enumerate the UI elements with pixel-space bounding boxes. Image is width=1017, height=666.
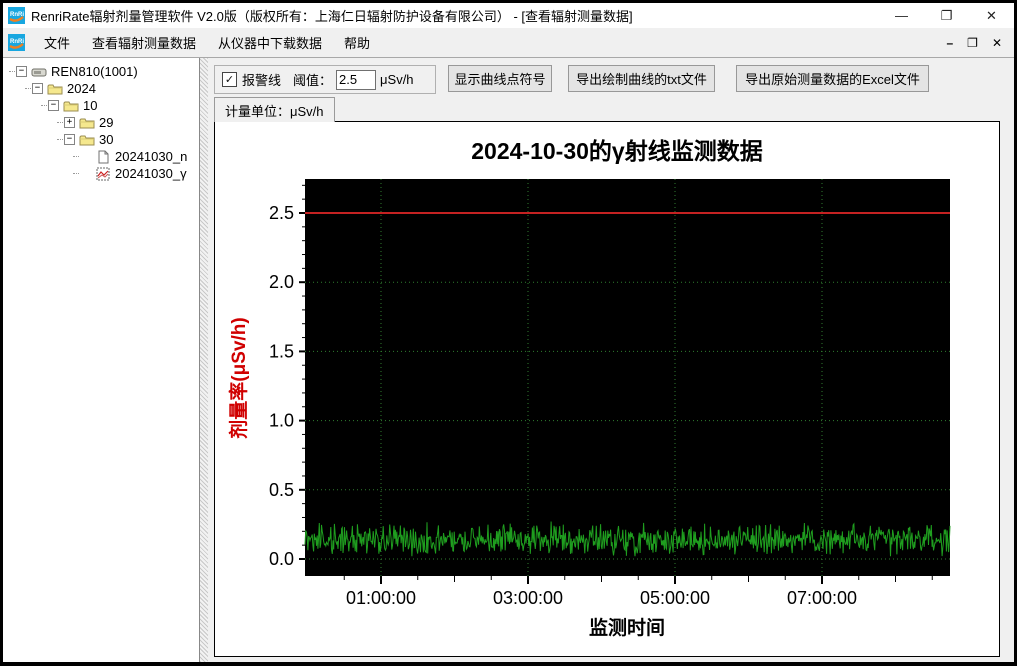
tree-item-label: 20241030_γ <box>115 166 187 181</box>
app-logo-icon: RnRi <box>8 7 25 24</box>
tree-item-label: 20241030_n <box>115 149 188 164</box>
tree-item-file-20241030-n[interactable]: 20241030_n <box>3 148 199 165</box>
tree-item-label: 2024 <box>67 81 96 96</box>
close-button[interactable]: ✕ <box>986 7 997 23</box>
unit-tab[interactable]: 计量单位：μSv/h <box>214 97 335 122</box>
minimize-button[interactable]: — <box>895 8 908 23</box>
tree-connector <box>25 88 31 89</box>
device-tree-panel: − REN810(1001) −2024−10 +29−30 20241030_n 202… <box>3 58 200 662</box>
export-txt-button[interactable]: 导出绘制曲线的txt文件 <box>568 65 715 92</box>
menu-item-help[interactable]: 帮助 <box>344 36 371 51</box>
threshold-unit-label: μSv/h <box>380 72 414 87</box>
show-curve-points-button[interactable]: 显示曲线点符号 <box>448 65 552 92</box>
threshold-label: 阈值： <box>293 73 333 88</box>
mdi-document-icon: RnRi <box>8 34 25 51</box>
doc-icon <box>95 150 111 164</box>
tree-item-file-20241030-g[interactable]: 20241030_γ <box>3 165 199 182</box>
tree-connector <box>57 139 63 140</box>
tree-expander-minus-icon[interactable]: − <box>16 66 27 77</box>
y-tick-label: 1.0 <box>269 411 294 431</box>
mdi-minimize-button[interactable]: – <box>946 35 954 50</box>
tree-connector <box>73 173 79 174</box>
content-area: − REN810(1001) −2024−10 +29−30 20241030_n 202… <box>3 58 1014 662</box>
plot-area <box>305 179 950 576</box>
tree-expander-minus-icon[interactable]: − <box>48 100 59 111</box>
tree-connector <box>57 122 63 123</box>
chart-panel: 0.0 0.5 1.0 1.5 2.0 2.5 01:00:00 03:00:00 05:00:… <box>214 121 1000 657</box>
menu-items: 文件 查看辐射测量数据 从仪器中下载数据 帮助 <box>33 29 381 56</box>
main-panel: ✓ 报警线 阈值： μSv/h 显示曲线点符号 导出绘制曲线的txt文件 导出原… <box>208 58 1014 662</box>
tree-expander-minus-icon[interactable]: − <box>64 134 75 145</box>
x-tick-label: 05:00:00 <box>640 588 710 608</box>
folder-icon <box>79 116 95 130</box>
window-title: RenriRate辐射剂量管理软件 V2.0版（版权所有：上海仁日辐射防护设备有… <box>31 9 633 24</box>
y-axis-title: 剂量率(μSv/h) <box>227 317 250 438</box>
export-excel-button[interactable]: 导出原始测量数据的Excel文件 <box>736 65 929 92</box>
tree-item-month-10[interactable]: − 10 <box>3 97 199 114</box>
y-tick-label: 1.5 <box>269 341 294 361</box>
title-bar: RnRi RenriRate辐射剂量管理软件 V2.0版（版权所有：上海仁日辐射… <box>3 3 1014 28</box>
folder-icon <box>79 133 95 147</box>
tree-connector <box>41 105 47 106</box>
gamma-monitoring-chart: 0.0 0.5 1.0 1.5 2.0 2.5 01:00:00 03:00:00 05:00:… <box>227 138 951 639</box>
menu-item-download-from-device[interactable]: 从仪器中下载数据 <box>218 36 323 51</box>
mdi-close-button[interactable]: ✕ <box>991 35 1002 50</box>
alarm-line-group: ✓ 报警线 阈值： μSv/h <box>214 65 436 94</box>
x-axis-title: 监测时间 <box>589 616 665 639</box>
y-tick-label: 2.5 <box>269 203 294 223</box>
tree-item-year-2024[interactable]: − 2024 <box>3 80 199 97</box>
tree-item-day-30[interactable]: − 30 <box>3 131 199 148</box>
window-controls: — ❐ ✕ <box>879 3 1014 28</box>
mdi-window-controls: – ❐ ✕ <box>946 37 1014 49</box>
dose-rate-curve <box>304 521 951 557</box>
menu-bar: RnRi 文件 查看辐射测量数据 从仪器中下载数据 帮助 – ❐ ✕ <box>3 28 1014 58</box>
y-tick-label: 0.0 <box>269 549 294 569</box>
tree-expander-minus-icon[interactable]: − <box>32 83 43 94</box>
chart-icon <box>95 167 111 181</box>
folder-icon <box>47 82 63 96</box>
mdi-restore-button[interactable]: ❐ <box>967 35 978 50</box>
svg-text:RnRi: RnRi <box>10 12 24 18</box>
alarm-line-label: 报警线 <box>242 73 282 88</box>
device-icon <box>31 65 47 79</box>
x-tick-label: 03:00:00 <box>493 588 563 608</box>
tree-item-device-REN810[interactable]: − REN810(1001) <box>3 63 199 80</box>
y-tick-label: 0.5 <box>269 480 294 500</box>
tree-item-label: 10 <box>83 98 98 113</box>
tree-item-label: REN810(1001) <box>51 64 138 79</box>
threshold-input[interactable] <box>336 69 377 90</box>
tree-item-label: 29 <box>99 115 114 130</box>
x-tick-label: 01:00:00 <box>346 588 416 608</box>
menu-item-view-measure-data[interactable]: 查看辐射测量数据 <box>92 36 197 51</box>
tree-connector <box>9 71 15 72</box>
splitter-handle[interactable] <box>200 58 208 662</box>
x-tick-label: 07:00:00 <box>787 588 857 608</box>
tree-item-day-29[interactable]: +29 <box>3 114 199 131</box>
chart-title: 2024-10-30的γ射线监测数据 <box>471 138 762 164</box>
maximize-button[interactable]: ❐ <box>940 7 953 23</box>
alarm-line-checkbox[interactable]: ✓ <box>222 72 237 87</box>
tree-expander-plus-icon[interactable]: + <box>64 117 75 128</box>
tree-connector <box>73 156 79 157</box>
menu-item-file[interactable]: 文件 <box>44 36 71 51</box>
folder-icon <box>63 99 79 113</box>
y-tick-label: 2.0 <box>269 272 294 292</box>
tree-item-label: 30 <box>99 132 114 147</box>
svg-text:RnRi: RnRi <box>10 39 24 45</box>
